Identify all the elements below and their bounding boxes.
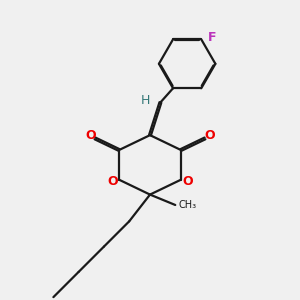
Text: O: O <box>182 175 193 188</box>
Text: O: O <box>107 175 118 188</box>
Text: CH₃: CH₃ <box>178 200 196 210</box>
Text: O: O <box>204 129 215 142</box>
Text: F: F <box>208 32 216 44</box>
Text: O: O <box>85 129 96 142</box>
Text: H: H <box>140 94 150 107</box>
